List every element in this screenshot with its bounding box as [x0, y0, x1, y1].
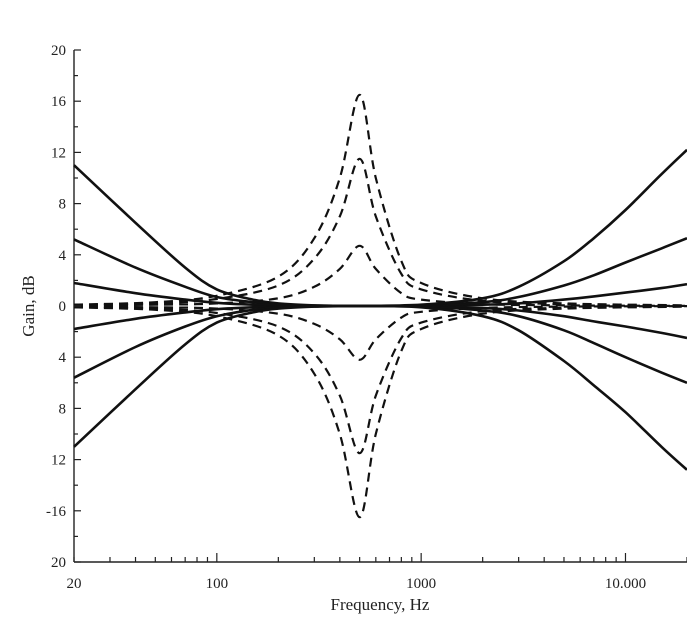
y-tick-label: 20 — [51, 43, 66, 59]
x-tick-label: 1000 — [406, 576, 436, 592]
y-tick-label: 8 — [59, 197, 67, 213]
solid-curve-12 — [359, 304, 687, 471]
y-tick-label: -16 — [46, 504, 66, 520]
solid-curve-11 — [359, 304, 687, 385]
dashed-curve-15 — [73, 244, 687, 307]
y-tick-label: 12 — [51, 145, 66, 161]
x-axis-title: Frequency, Hz — [331, 595, 430, 614]
y-tick-label: 0 — [59, 299, 67, 315]
dashed-curve-16 — [73, 305, 687, 361]
x-tick-label: 100 — [206, 576, 229, 592]
dashed-curve-17 — [73, 305, 687, 455]
y-tick-label: 8 — [59, 401, 67, 417]
y-tick-label: 4 — [59, 248, 67, 264]
solid-curve-8 — [359, 236, 687, 308]
tick-layer — [73, 49, 687, 563]
y-tick-label: 16 — [51, 94, 67, 110]
dashed-curve-14 — [73, 157, 687, 307]
x-tick-label: 10.000 — [605, 576, 646, 592]
x-tick-label: 20 — [67, 576, 82, 592]
y-tick-label: 4 — [59, 350, 67, 366]
solid-curve-7 — [359, 148, 687, 308]
dashed-curve-13 — [73, 93, 687, 307]
curve-layer — [73, 93, 687, 519]
y-tick-label: 12 — [51, 453, 66, 469]
y-tick-label: 20 — [51, 555, 66, 571]
dashed-curve-18 — [73, 305, 687, 519]
y-axis-title: Gain, dB — [19, 275, 38, 336]
solid-curve-6 — [73, 304, 360, 448]
